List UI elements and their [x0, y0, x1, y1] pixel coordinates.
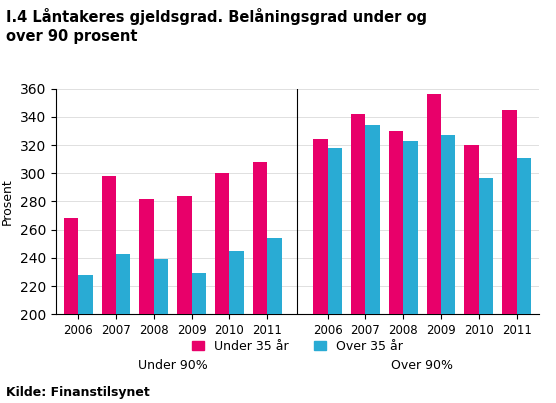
Bar	[140, 199, 154, 314]
Bar	[441, 135, 455, 314]
Bar	[154, 260, 168, 314]
Bar	[351, 114, 365, 314]
Bar	[327, 148, 342, 314]
Bar	[253, 162, 267, 314]
Bar	[464, 145, 479, 314]
Text: I.4 Låntakeres gjeldsgrad. Belåningsgrad under og
over 90 prosent: I.4 Låntakeres gjeldsgrad. Belåningsgrad…	[6, 8, 426, 44]
Y-axis label: Prosent: Prosent	[1, 178, 14, 225]
Bar	[102, 176, 116, 314]
Bar	[426, 94, 441, 314]
Bar	[365, 125, 380, 314]
Bar	[177, 196, 192, 314]
Bar	[517, 158, 531, 314]
Text: Over 90%: Over 90%	[391, 359, 453, 372]
Bar	[78, 275, 93, 314]
Bar	[502, 110, 517, 314]
Text: Under 90%: Under 90%	[138, 359, 207, 372]
Bar	[64, 218, 78, 314]
Bar	[192, 274, 206, 314]
Bar	[314, 139, 327, 314]
Bar	[215, 173, 230, 314]
Bar	[389, 131, 403, 314]
Bar	[403, 141, 418, 314]
Legend: Under 35 år, Over 35 år: Under 35 år, Over 35 år	[187, 335, 408, 358]
Bar	[479, 177, 493, 314]
Bar	[230, 251, 244, 314]
Bar	[267, 238, 281, 314]
Bar	[116, 254, 131, 314]
Text: Kilde: Finanstilsynet: Kilde: Finanstilsynet	[6, 386, 150, 399]
